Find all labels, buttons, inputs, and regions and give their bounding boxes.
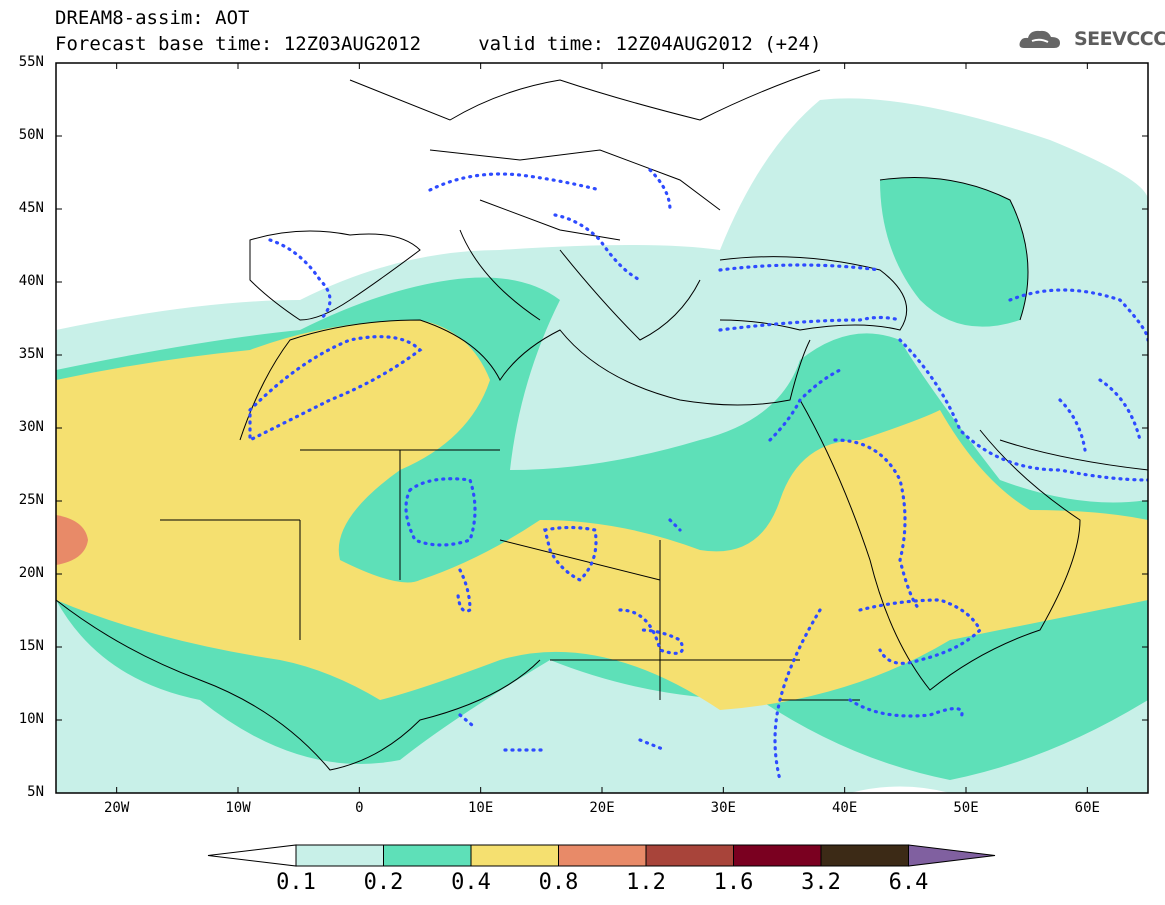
axis-ticks (56, 62, 1148, 794)
lon-tick-label: 40E (832, 800, 858, 816)
forecast-time-subtitle: Forecast base time: 12Z03AUG2012 valid t… (55, 33, 822, 55)
lon-tick-label: 20E (589, 800, 615, 816)
lon-tick-label: 10E (468, 800, 494, 816)
aot-band-0.8 (56, 515, 88, 565)
colorbar-label: 0.2 (363, 870, 404, 895)
lat-tick-label: 15N (18, 638, 44, 654)
lon-tick-label: 10W (225, 800, 251, 816)
lon-tick-label: 30E (710, 800, 736, 816)
brand-logo: SEEVCCC (1074, 28, 1165, 50)
colorbar-label: 0.4 (451, 870, 491, 895)
lon-tick-label: 20W (104, 800, 130, 816)
cloud-icon (1019, 30, 1060, 48)
colorbar-label: 0.1 (276, 870, 316, 895)
aot-contours (248, 168, 1148, 782)
colorbar-label: 1.2 (626, 870, 666, 895)
lat-tick-label: 25N (18, 492, 44, 508)
lat-tick-label: 50N (18, 127, 44, 143)
lon-tick-label: 50E (953, 800, 979, 816)
aot-band-0.2 (880, 177, 1028, 327)
lat-tick-label: 55N (18, 54, 44, 70)
lat-tick-label: 45N (18, 200, 44, 216)
colorbar-label: 0.8 (538, 870, 579, 895)
lat-tick-label: 30N (18, 419, 44, 435)
colorbar-label: 3.2 (801, 870, 841, 895)
aot-shading (56, 63, 1148, 793)
aot-band-0.4 (56, 320, 1148, 710)
lon-tick-label: 0 (355, 800, 364, 816)
coastlines (56, 69, 1148, 771)
lon-tick-label: 60E (1074, 800, 1100, 816)
lat-tick-label: 40N (18, 273, 44, 289)
map-title: DREAM8-assim: AOT (55, 7, 250, 29)
lat-tick-label: 10N (18, 711, 44, 727)
lat-tick-label: 35N (18, 346, 44, 362)
colorbar-label: 6.4 (888, 870, 929, 895)
colorbar-label: 1.6 (713, 870, 754, 895)
lat-tick-label: 20N (18, 565, 44, 581)
lat-tick-label: 5N (27, 784, 44, 800)
